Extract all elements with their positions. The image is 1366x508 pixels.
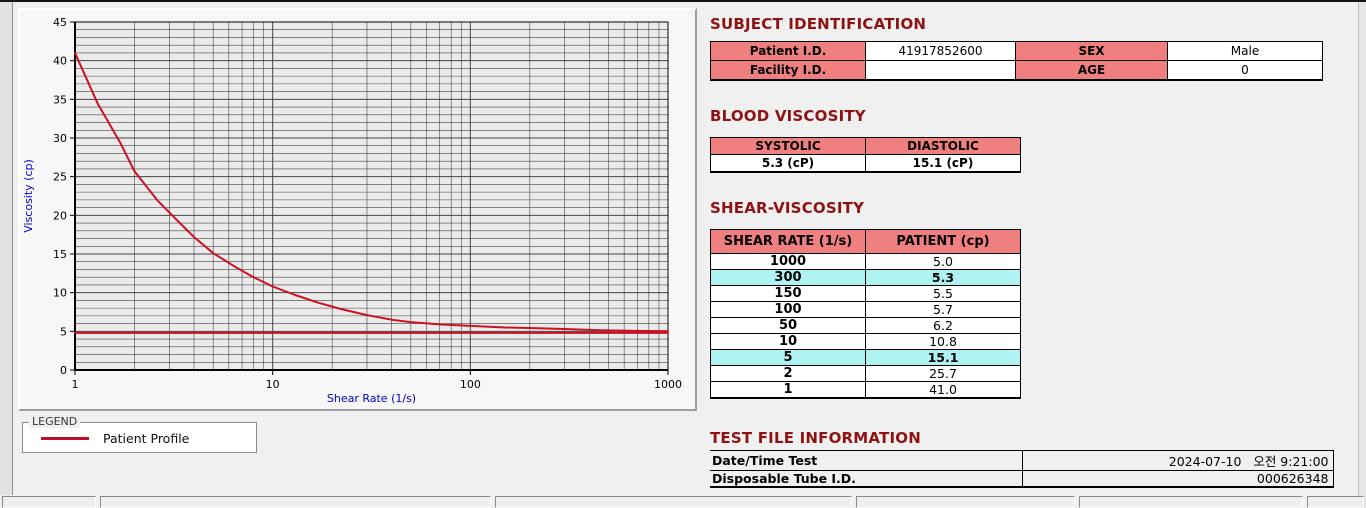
shear-rate-cell: 50 xyxy=(710,317,866,334)
statusbar-panel xyxy=(1079,496,1303,508)
patient-id-label: Patient I.D. xyxy=(710,41,866,61)
test-file-information-table: Date/Time Test 2024-07-10 오전 9:21:00 Dis… xyxy=(710,450,1334,488)
systolic-value: 5.3 (cP) xyxy=(710,154,866,172)
shear-viscosity-row[interactable]: 5 15.1 xyxy=(710,349,1021,366)
age-value: 0 xyxy=(1167,60,1323,80)
shear-viscosity-table: SHEAR RATE (1/s) PATIENT (cp) 1000 5.0 300… xyxy=(710,229,1021,399)
statusbar-panel xyxy=(2,496,96,508)
systolic-header: SYSTOLIC xyxy=(710,137,866,155)
shear-rate-cell: 1 xyxy=(710,381,866,399)
svg-text:1000: 1000 xyxy=(654,378,682,391)
svg-text:25: 25 xyxy=(53,171,67,184)
shear-rate-cell: 150 xyxy=(710,285,866,302)
svg-text:5: 5 xyxy=(60,325,67,338)
patient-cp-cell: 6.2 xyxy=(865,317,1021,334)
window-left-edge xyxy=(0,2,13,495)
table-row: Patient I.D. 41917852600 SEX Male xyxy=(710,41,1323,61)
blood-viscosity-table: SYSTOLIC DIASTOLIC 5.3 (cP) 15.1 (cP) xyxy=(710,137,1021,173)
table-row: Date/Time Test 2024-07-10 오전 9:21:00 xyxy=(710,450,1333,471)
shear-viscosity-chart: 0 5 10 15 20 25 30 35 40 45 1 10 100 1000 Shear Rate (… xyxy=(22,16,682,405)
table-row: SYSTOLIC DIASTOLIC xyxy=(710,137,1021,155)
patient-cp-cell: 10.8 xyxy=(865,333,1021,350)
window-right-scroll-edge xyxy=(1358,2,1366,508)
shear-viscosity-row[interactable]: 50 6.2 xyxy=(710,317,1021,334)
svg-text:30: 30 xyxy=(53,132,67,145)
subject-identification-title: SUBJECT IDENTIFICATION xyxy=(710,15,927,33)
age-label: AGE xyxy=(1015,60,1168,80)
shear-viscosity-row[interactable]: 1 41.0 xyxy=(710,381,1021,399)
date-time-test-label: Date/Time Test xyxy=(710,450,1022,471)
patient-cp-cell: 5.5 xyxy=(865,285,1021,302)
shear-rate-cell: 300 xyxy=(710,269,866,286)
legend-box: LEGEND Patient Profile xyxy=(22,415,257,453)
svg-text:35: 35 xyxy=(53,93,67,106)
shear-rate-cell: 10 xyxy=(710,333,866,350)
disposable-tube-id-value: 000626348 xyxy=(1021,470,1333,487)
patient-cp-cell: 25.7 xyxy=(865,365,1021,382)
legend-title: LEGEND xyxy=(29,415,81,428)
shear-rate-cell: 100 xyxy=(710,301,866,318)
patient-cp-cell: 5.7 xyxy=(865,301,1021,318)
shear-rate-cell: 1000 xyxy=(710,253,866,270)
table-header-row: SHEAR RATE (1/s) PATIENT (cp) xyxy=(710,229,1021,254)
patient-cp-cell: 5.3 xyxy=(865,269,1021,286)
shear-rate-cell: 2 xyxy=(710,365,866,382)
patient-cp-cell: 15.1 xyxy=(865,349,1021,366)
shear-rate-header: SHEAR RATE (1/s) xyxy=(710,229,866,254)
chart-panel: 0 5 10 15 20 25 30 35 40 45 1 10 100 1000 Shear Rate (… xyxy=(18,8,697,411)
shear-viscosity-row[interactable]: 100 5.7 xyxy=(710,301,1021,318)
svg-text:20: 20 xyxy=(53,209,67,222)
patient-id-value: 41917852600 xyxy=(865,41,1016,61)
svg-text:0: 0 xyxy=(60,364,67,377)
shear-viscosity-title: SHEAR-VISCOSITY xyxy=(710,199,865,217)
shear-viscosity-row[interactable]: 1000 5.0 xyxy=(710,253,1021,270)
date-time-test-value: 2024-07-10 오전 9:21:00 xyxy=(1021,450,1333,471)
sex-value: Male xyxy=(1167,41,1323,61)
diastolic-header: DIASTOLIC xyxy=(865,137,1021,155)
shear-viscosity-row[interactable]: 150 5.5 xyxy=(710,285,1021,302)
patient-cp-cell: 41.0 xyxy=(865,381,1021,399)
blood-viscosity-title: BLOOD VISCOSITY xyxy=(710,107,866,125)
diastolic-value: 15.1 (cP) xyxy=(865,154,1021,172)
svg-text:15: 15 xyxy=(53,248,67,261)
disposable-tube-id-label: Disposable Tube I.D. xyxy=(710,470,1022,487)
table-row: Facility I.D. AGE 0 xyxy=(710,60,1323,80)
svg-text:Shear Rate (1/s): Shear Rate (1/s) xyxy=(327,392,416,405)
statusbar-panel xyxy=(495,496,852,508)
table-row: 5.3 (cP) 15.1 (cP) xyxy=(710,154,1021,172)
statusbar-panel xyxy=(1307,496,1364,508)
shear-rate-cell: 5 xyxy=(710,349,866,366)
window-top-border xyxy=(0,0,1366,2)
svg-text:Viscosity (cp): Viscosity (cp) xyxy=(22,159,35,233)
shear-viscosity-row[interactable]: 2 25.7 xyxy=(710,365,1021,382)
svg-text:100: 100 xyxy=(460,378,481,391)
svg-text:45: 45 xyxy=(53,16,67,29)
sex-label: SEX xyxy=(1015,41,1168,61)
shear-viscosity-row[interactable]: 300 5.3 xyxy=(710,269,1021,286)
shear-viscosity-row[interactable]: 10 10.8 xyxy=(710,333,1021,350)
patient-cp-cell: 5.0 xyxy=(865,253,1021,270)
svg-text:1: 1 xyxy=(72,378,79,391)
subject-identification-table: Patient I.D. 41917852600 SEX Male Facili… xyxy=(710,41,1323,81)
table-row: Disposable Tube I.D. 000626348 xyxy=(710,470,1333,487)
statusbar-panel xyxy=(856,496,1075,508)
test-file-information-title: TEST FILE INFORMATION xyxy=(710,429,921,447)
svg-text:10: 10 xyxy=(266,378,280,391)
legend-series-label: Patient Profile xyxy=(103,431,190,446)
facility-id-label: Facility I.D. xyxy=(710,60,866,80)
svg-text:40: 40 xyxy=(53,55,67,68)
patient-cp-header: PATIENT (cp) xyxy=(865,229,1021,254)
svg-text:10: 10 xyxy=(53,287,67,300)
facility-id-value xyxy=(865,60,1016,80)
legend-line-sample xyxy=(41,437,89,440)
statusbar-panel xyxy=(100,496,491,508)
